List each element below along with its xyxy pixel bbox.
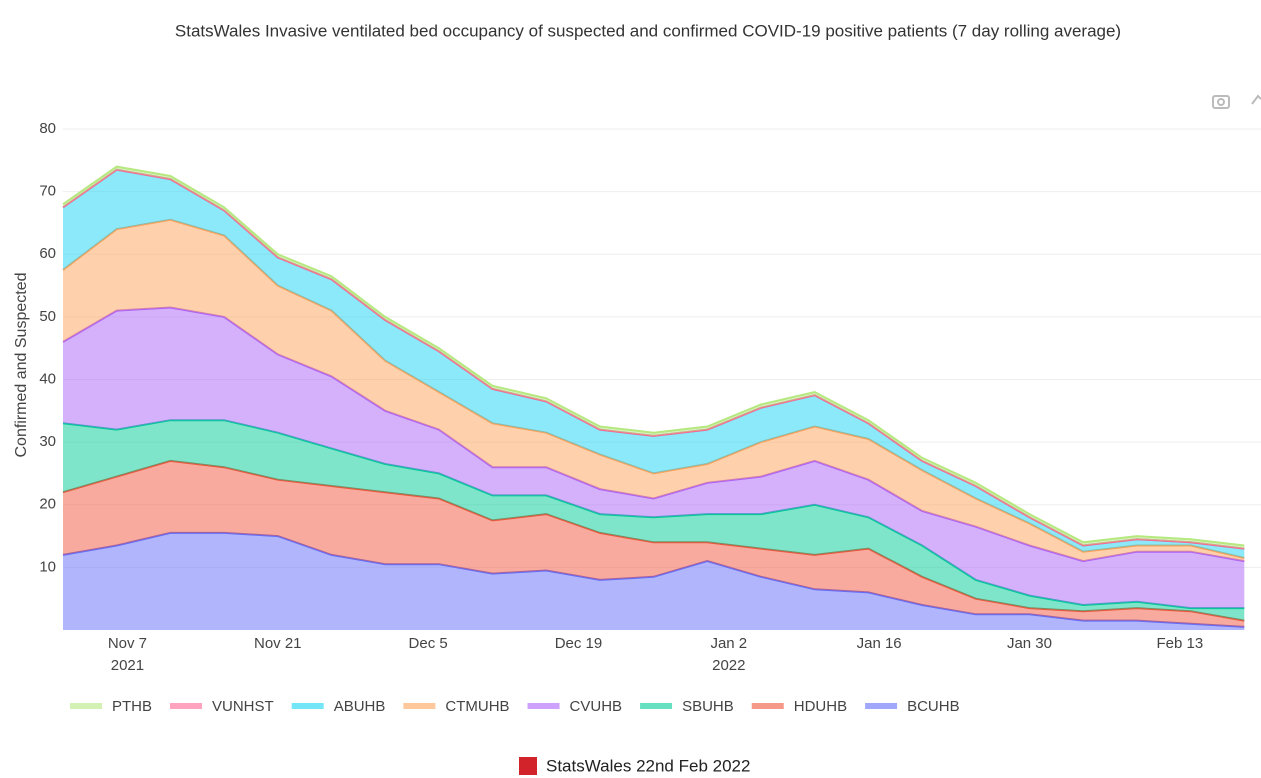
legend-item[interactable]: SBUHB: [640, 698, 734, 715]
area: [63, 307, 1245, 609]
legend-label: SBUHB: [682, 698, 734, 715]
legend-item[interactable]: VUNHST: [170, 698, 274, 715]
legend-label: VUNHST: [212, 698, 274, 715]
areas: [62, 165, 1245, 630]
y-tick-label: 40: [39, 370, 56, 387]
legend-item[interactable]: CTMUHB: [403, 698, 510, 715]
area: [63, 169, 1245, 558]
logo: [519, 757, 537, 775]
y-tick-label: 70: [39, 183, 56, 200]
y-tick-label: 10: [39, 558, 56, 575]
legend-item[interactable]: HDUHB: [751, 698, 847, 715]
y-tick-label: 50: [39, 308, 56, 325]
camera-lens: [1217, 98, 1225, 106]
legend: PTHB VUNHST ABUHB CTMUHB CVUHB SBUHB HDUHB BCUH…: [70, 698, 960, 715]
area: [63, 420, 1245, 621]
y-tick-label: 30: [39, 433, 56, 450]
legend-label: HDUHB: [794, 698, 847, 715]
legend-label: CVUHB: [570, 698, 623, 715]
y-tick-label: 60: [39, 245, 56, 262]
chart-title: StatsWales Invasive ventilated bed occup…: [175, 21, 1121, 40]
area-line: [62, 165, 1245, 547]
area: [63, 460, 1245, 627]
legend-item[interactable]: PTHB: [70, 698, 152, 715]
x-tick-label: Jan 2: [710, 635, 747, 652]
area: [63, 532, 1245, 630]
legend-item[interactable]: CVUHB: [527, 698, 623, 715]
x-tick-label: Dec 5: [409, 635, 448, 652]
footer-text: StatsWales 22nd Feb 2022: [546, 756, 750, 775]
x-tick-label: Nov 21: [254, 635, 302, 652]
x-tick-label: Feb 13: [1156, 635, 1203, 652]
x-year-label: 2021: [111, 657, 144, 674]
home-icon[interactable]: [1251, 94, 1261, 105]
y-axis-label: Confirmed and Suspected: [13, 273, 30, 458]
x-tick-label: Dec 19: [555, 635, 603, 652]
area: [63, 219, 1245, 562]
x-year-label: 2022: [712, 657, 745, 674]
x-tick-label: Jan 30: [1007, 635, 1052, 652]
y-tick-label: 80: [39, 120, 56, 137]
legend-label: BCUHB: [907, 698, 960, 715]
footer: StatsWales 22nd Feb 2022: [519, 756, 750, 775]
legend-item[interactable]: ABUHB: [291, 698, 386, 715]
legend-label: ABUHB: [334, 698, 386, 715]
legend-label: PTHB: [112, 698, 152, 715]
legend-label: CTMUHB: [445, 698, 509, 715]
camera-icon[interactable]: [1212, 95, 1230, 109]
legend-item[interactable]: BCUHB: [865, 698, 960, 715]
modebar[interactable]: [1212, 94, 1261, 109]
x-tick-label: Jan 16: [857, 635, 902, 652]
y-tick-label: 20: [39, 496, 56, 513]
x-tick-label: Nov 7: [108, 635, 147, 652]
